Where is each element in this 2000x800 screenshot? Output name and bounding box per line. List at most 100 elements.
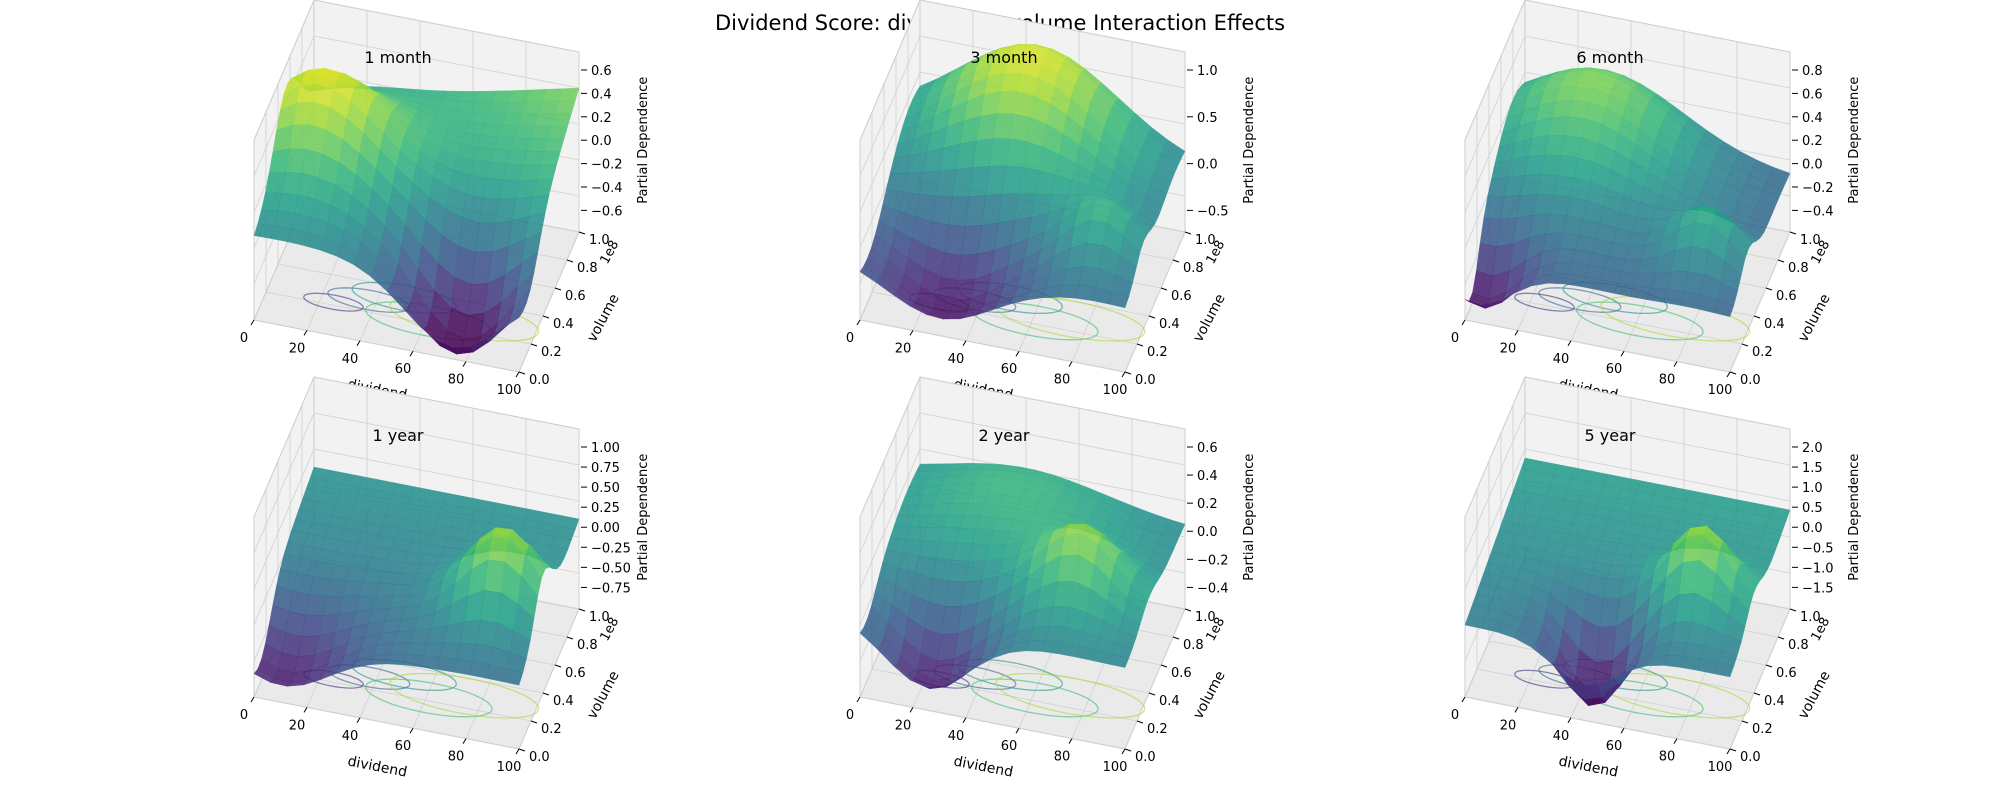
y-tick-label: 0.2 xyxy=(1147,345,1168,360)
x-tick-label: 100 xyxy=(1103,383,1128,398)
y-tick-label: 0.6 xyxy=(565,666,586,681)
x-tick-label: 0 xyxy=(846,331,854,346)
x-tick-label: 20 xyxy=(289,718,306,733)
subplot-title: 6 month xyxy=(1576,48,1643,67)
y-tick-label: 0.0 xyxy=(1740,750,1761,765)
y-tick xyxy=(567,637,573,639)
z-axis-label: Partial Dependence xyxy=(636,77,651,204)
z-tick-label: −0.2 xyxy=(1802,181,1834,196)
x-tick xyxy=(1621,351,1624,356)
x-tick-label: 100 xyxy=(497,383,522,398)
z-axis-label: Partial Dependence xyxy=(1847,77,1862,204)
x-tick xyxy=(410,351,413,356)
z-tick-label: −1.0 xyxy=(1802,561,1834,576)
x-tick xyxy=(1462,697,1465,702)
x-tick xyxy=(251,320,254,325)
surface-facet xyxy=(1476,244,1496,277)
x-tick xyxy=(857,320,860,325)
z-tick-label: 0.0 xyxy=(1197,525,1218,540)
y-tick xyxy=(1173,637,1179,639)
z-tick-label: 0.50 xyxy=(591,481,620,496)
x-tick-label: 0 xyxy=(240,331,248,346)
y-axis-label: volume xyxy=(1795,668,1833,721)
y-tick xyxy=(567,260,573,262)
y-tick xyxy=(1790,609,1796,611)
subplot-1: 020406080100dividend0.00.20.40.60.81.0vo… xyxy=(240,0,651,404)
y-tick xyxy=(531,721,537,723)
x-tick xyxy=(963,718,966,723)
y-tick-label: 0.4 xyxy=(553,694,574,709)
x-tick-label: 40 xyxy=(1553,729,1570,744)
y-tick xyxy=(1790,232,1796,234)
y-tick-label: 0.8 xyxy=(1183,638,1204,653)
z-tick-label: 0.0 xyxy=(1802,158,1823,173)
surface-facet xyxy=(886,173,906,192)
z-tick-label: 0.0 xyxy=(591,134,612,149)
surface-facet xyxy=(1484,197,1504,220)
y-tick xyxy=(1125,749,1131,751)
x-tick-label: 20 xyxy=(289,341,306,356)
x-tick-label: 40 xyxy=(342,729,359,744)
y-tick-label: 0.8 xyxy=(1183,261,1204,276)
z-tick-label: 0.75 xyxy=(591,461,620,476)
subplot-6: 0 20 40 60 80 100 dividend 0.0 0.2 0.4 0.6 0.8 1.0 vo… xyxy=(1451,377,1862,781)
x-tick-label: 100 xyxy=(497,760,522,775)
x-tick xyxy=(516,749,519,754)
x-tick-label: 60 xyxy=(395,362,412,377)
x-tick xyxy=(304,707,307,712)
y-tick-label: 0.6 xyxy=(1171,666,1192,681)
surface-facet xyxy=(1480,218,1500,247)
y-axis-label: volume xyxy=(1795,291,1833,344)
y-tick xyxy=(1742,721,1748,723)
x-tick xyxy=(1515,707,1518,712)
y-tick xyxy=(531,344,537,346)
z-tick-label: −1.5 xyxy=(1802,581,1834,596)
y-tick xyxy=(1730,372,1736,374)
z-tick-label: 0.2 xyxy=(591,111,612,126)
x-tick-label: 100 xyxy=(1708,760,1733,775)
z-tick-label: −0.50 xyxy=(591,561,631,576)
x-tick xyxy=(1621,728,1624,733)
x-tick-label: 60 xyxy=(395,739,412,754)
y-tick xyxy=(1173,260,1179,262)
subplot-3: 020406080100dividend0.00.20.40.60.81.0vo… xyxy=(1451,0,1862,404)
z-tick-label: −0.25 xyxy=(591,541,631,556)
x-tick xyxy=(857,697,860,702)
y-tick-label: 0.8 xyxy=(1788,261,1809,276)
z-tick-label: −0.2 xyxy=(591,158,623,173)
z-tick-label: −0.6 xyxy=(591,204,623,219)
x-tick xyxy=(1122,749,1125,754)
x-tick-label: 60 xyxy=(1606,362,1623,377)
x-tick-label: 80 xyxy=(448,373,465,388)
subplot-2: 020406080100dividend0.00.20.40.60.81.0vo… xyxy=(846,0,1257,404)
y-tick xyxy=(1149,316,1155,318)
z-tick-label: 0.5 xyxy=(1802,501,1823,516)
z-tick-label: 1.00 xyxy=(591,441,620,456)
x-tick xyxy=(1727,749,1730,754)
x-tick-label: 40 xyxy=(948,352,965,367)
y-tick xyxy=(1742,344,1748,346)
z-tick-label: 0.4 xyxy=(1802,111,1823,126)
x-tick xyxy=(1069,362,1072,367)
y-tick xyxy=(543,693,549,695)
x-tick-label: 20 xyxy=(1500,718,1517,733)
x-tick xyxy=(910,330,913,335)
x-tick xyxy=(1462,320,1465,325)
subplot-title: 3 month xyxy=(970,48,1037,67)
x-tick-label: 0 xyxy=(240,708,248,723)
z-tick-label: 0.2 xyxy=(1197,497,1218,512)
x-tick xyxy=(1016,728,1019,733)
z-tick-label: −0.4 xyxy=(1197,581,1229,596)
y-tick xyxy=(1149,693,1155,695)
y-tick-label: 0.2 xyxy=(1752,345,1773,360)
surface-facet xyxy=(254,224,274,239)
x-tick xyxy=(357,341,360,346)
x-tick xyxy=(1674,739,1677,744)
x-tick xyxy=(1016,351,1019,356)
x-tick-label: 80 xyxy=(1659,750,1676,765)
y-tick xyxy=(1778,260,1784,262)
z-tick-label: 0.5 xyxy=(1197,111,1218,126)
y-tick-label: 0.6 xyxy=(1171,289,1192,304)
y-tick-label: 0.4 xyxy=(1159,317,1180,332)
y-tick-label: 0.6 xyxy=(1776,289,1797,304)
